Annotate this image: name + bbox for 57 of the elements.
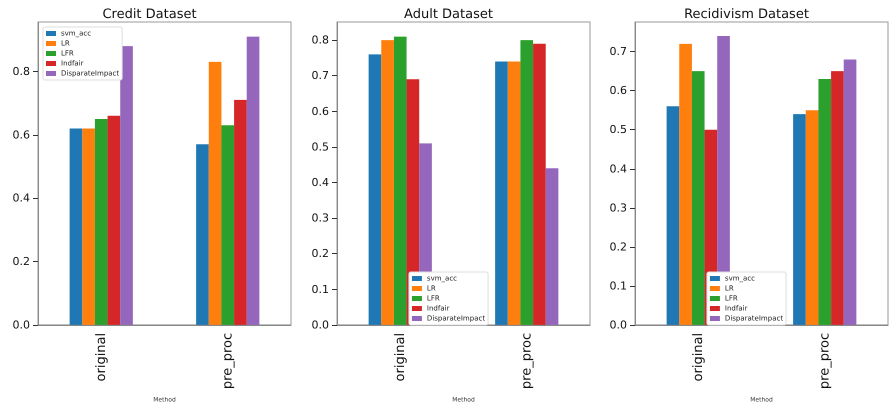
y-tick-label: 0.3: [610, 201, 627, 214]
bar: [70, 128, 82, 325]
bar: [368, 54, 382, 325]
bar: [234, 100, 247, 325]
bar: [82, 128, 95, 325]
chart-title: Recidivism Dataset: [684, 7, 809, 22]
bar: [533, 44, 546, 325]
bar: [679, 44, 692, 325]
bar: [394, 36, 407, 325]
bar: [508, 62, 520, 325]
y-tick-label: 0.2: [610, 240, 627, 254]
y-tick-label: 0.0: [610, 318, 627, 332]
bar: [818, 78, 832, 325]
bar: [806, 110, 818, 325]
bar: [495, 62, 508, 325]
x-tick-label: pre_proc: [817, 332, 832, 390]
y-tick-label: 0.2: [312, 247, 329, 260]
x-tick-label: original: [392, 332, 408, 382]
bar: [108, 116, 120, 325]
x-tick-label: original: [690, 332, 706, 382]
bar: [196, 144, 209, 325]
bar: [844, 59, 856, 325]
y-tick-label: 0.6: [610, 84, 627, 98]
y-tick-label: 0.6: [12, 128, 30, 142]
y-tick-label: 0.5: [610, 123, 627, 136]
y-tick-label: 0.2: [12, 255, 30, 268]
y-tick-label: 0.7: [610, 45, 627, 58]
y-tick-label: 0.4: [610, 162, 627, 176]
bar: [221, 125, 234, 325]
x-tick-label: pre_proc: [519, 332, 534, 390]
y-tick-label: 0.4: [312, 176, 329, 190]
y-tick-label: 0.1: [610, 279, 627, 292]
bar: [120, 46, 133, 325]
y-tick-label: 0.8: [12, 64, 30, 78]
bar: [246, 36, 260, 325]
bar: [94, 118, 108, 325]
y-tick-label: 0.7: [312, 69, 329, 82]
bar: [692, 71, 705, 325]
y-tick-label: 0.6: [312, 104, 329, 118]
y-tick-label: 0.0: [12, 318, 30, 332]
bar: [546, 168, 558, 325]
x-tick-label: original: [94, 332, 109, 382]
y-tick-label: 0.0: [312, 318, 329, 332]
chart-title: Credit Dataset: [102, 7, 197, 22]
bar: [520, 40, 534, 325]
bar: [831, 71, 844, 325]
y-tick-label: 0.8: [312, 34, 329, 47]
y-tick-label: 0.5: [312, 140, 329, 154]
bar: [208, 62, 222, 325]
bar: [793, 114, 806, 325]
y-tick-label: 0.1: [312, 282, 329, 296]
bar: [381, 40, 394, 325]
y-tick-label: 0.4: [12, 192, 30, 205]
x-tick-label: pre_proc: [220, 332, 236, 390]
bar: [666, 106, 680, 325]
y-tick-label: 0.3: [312, 212, 329, 225]
chart-title: Adult Dataset: [404, 7, 493, 22]
